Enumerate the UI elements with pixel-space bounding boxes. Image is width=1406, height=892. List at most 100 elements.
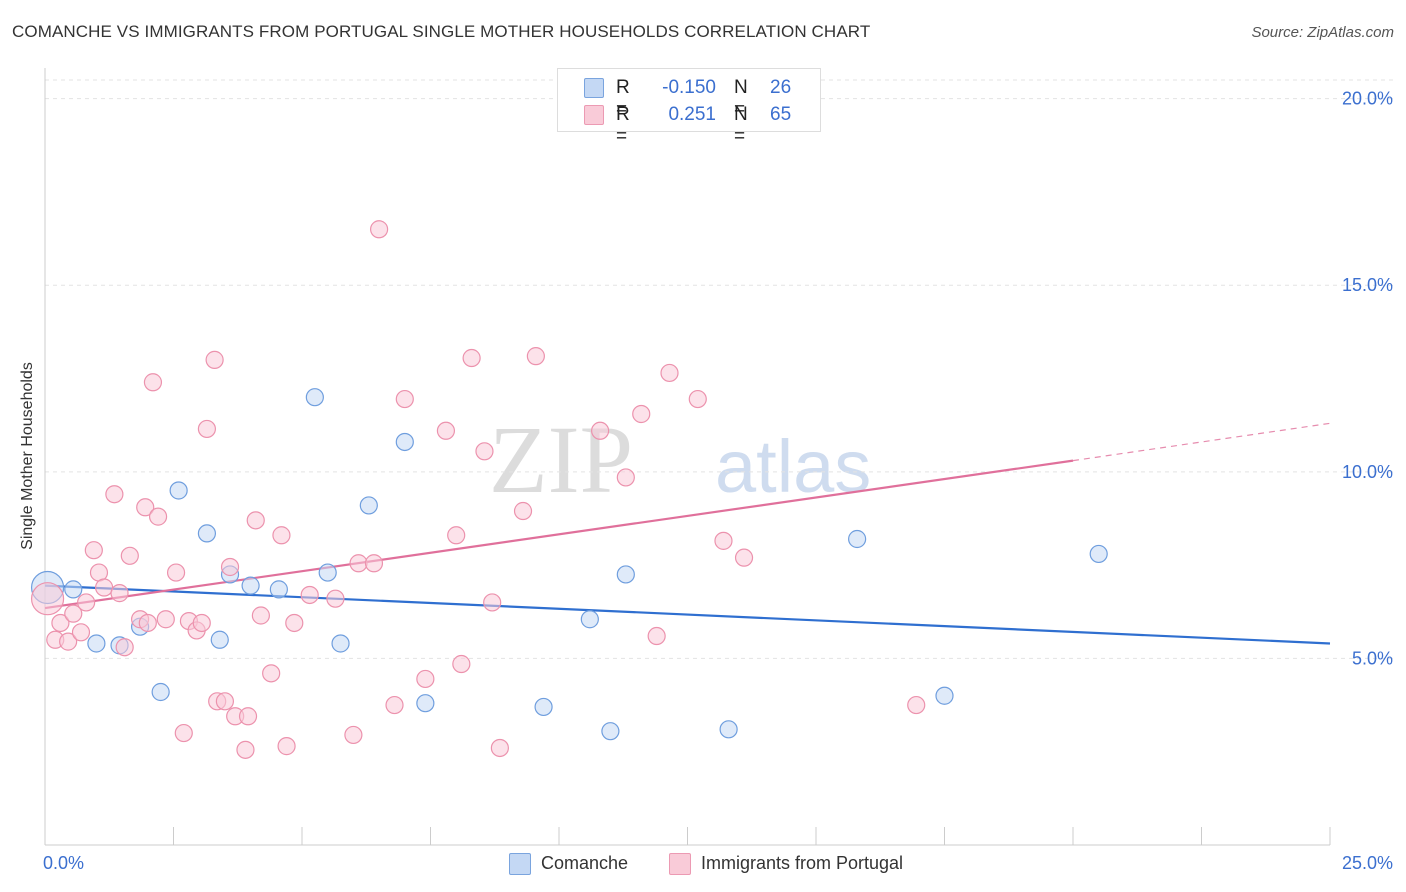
trend-line-comanche (44, 584, 1331, 645)
legend-label-comanche: Comanche (541, 853, 629, 873)
data-point (601, 722, 620, 741)
trend-lines (44, 422, 1331, 645)
data-point (305, 388, 324, 407)
trend-line-extension (1072, 422, 1331, 462)
data-point (370, 220, 389, 239)
legend: Comanche Immigrants from Portugal (0, 852, 1406, 878)
data-point (385, 695, 404, 715)
tick-labels: 5.0% 10.0% 15.0% 20.0% 0.0% 25.0% (43, 89, 1393, 873)
data-point (143, 373, 163, 392)
data-point (447, 526, 466, 545)
r-label: R = (616, 104, 630, 147)
data-point (616, 565, 635, 584)
y-tick-label: 20.0% (1342, 89, 1393, 109)
data-point (30, 582, 65, 616)
data-point (197, 419, 217, 439)
data-point (238, 707, 258, 726)
x-tick-label: 25.0% (1342, 853, 1393, 873)
n-label: N = (734, 104, 748, 147)
data-point (236, 740, 255, 759)
r-value: -0.150 (662, 77, 716, 98)
data-point (148, 507, 168, 526)
data-point (138, 613, 157, 633)
data-point (462, 348, 481, 368)
axes (44, 68, 1331, 846)
data-point (197, 524, 217, 543)
data-point (395, 389, 414, 409)
data-point (580, 610, 599, 629)
chart-title: COMANCHE VS IMMIGRANTS FROM PORTUGAL SIN… (12, 22, 871, 41)
data-point (51, 613, 70, 633)
data-point (64, 604, 83, 623)
y-tick-label: 5.0% (1352, 648, 1393, 668)
data-point (192, 613, 211, 633)
data-point (416, 669, 435, 689)
data-point (115, 638, 134, 657)
data-point (616, 468, 635, 487)
data-point (1089, 544, 1108, 564)
data-point (136, 498, 155, 517)
data-points (30, 220, 1108, 759)
data-point (120, 546, 139, 565)
data-point (174, 723, 193, 743)
data-point (416, 694, 435, 713)
data-point (935, 686, 954, 705)
data-point (77, 593, 96, 612)
data-point (166, 563, 186, 582)
source-label: Source: ZipAtlas.com (1251, 24, 1394, 41)
data-point (87, 634, 106, 653)
data-point (591, 421, 610, 440)
legend-swatch-portugal (669, 853, 691, 875)
data-point (269, 580, 288, 599)
data-point (344, 725, 363, 745)
data-point (262, 664, 281, 683)
data-point (300, 585, 319, 605)
data-point (156, 610, 175, 629)
data-point (84, 541, 103, 560)
data-point (734, 548, 754, 567)
data-point (436, 421, 456, 440)
n-label: N = (734, 77, 748, 120)
legend-label-portugal: Immigrants from Portugal (701, 853, 904, 873)
data-point (359, 496, 378, 515)
data-point (395, 432, 414, 452)
data-point (326, 589, 345, 608)
data-point (272, 526, 291, 545)
data-point (907, 695, 926, 715)
legend-swatch-comanche (509, 853, 531, 875)
data-point (490, 738, 509, 758)
data-point (246, 511, 265, 530)
data-point (848, 529, 867, 549)
stats-swatch-portugal (584, 105, 604, 125)
data-point (513, 501, 533, 521)
data-point (534, 697, 553, 717)
stats-swatch-comanche (584, 78, 604, 98)
data-point (71, 623, 91, 642)
data-point (318, 563, 337, 582)
y-tick-label: 10.0% (1342, 462, 1393, 482)
data-point (364, 554, 384, 573)
data-point (251, 606, 270, 625)
data-point (632, 404, 651, 424)
x-tick-label: 0.0% (43, 853, 84, 873)
data-point (719, 720, 738, 739)
trend-line-portugal (44, 459, 1074, 610)
series-portugal (30, 220, 926, 759)
data-point (331, 634, 350, 653)
data-point (483, 593, 502, 612)
data-point (526, 347, 545, 366)
data-point (452, 654, 471, 674)
data-point (151, 682, 170, 702)
y-tick-label: 15.0% (1342, 275, 1393, 295)
watermark: ZIP atlas (489, 406, 871, 513)
data-point (688, 389, 707, 409)
data-point (714, 531, 733, 550)
watermark-zip: ZIP (489, 406, 633, 513)
watermark-atlas: atlas (715, 425, 871, 508)
data-point (349, 554, 368, 573)
data-point (285, 613, 304, 633)
data-point (475, 442, 494, 461)
data-point (277, 737, 296, 756)
data-point (205, 350, 224, 369)
